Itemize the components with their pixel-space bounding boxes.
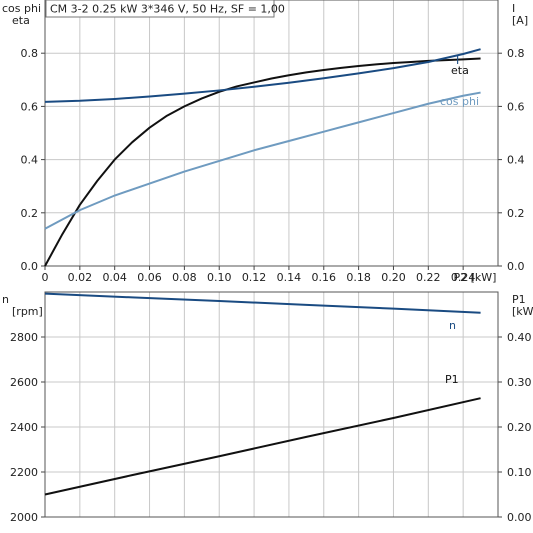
- top-x-tick-label: 0.10: [207, 271, 232, 284]
- top-left-tick-label: 0.2: [21, 207, 39, 220]
- top-left-tick-label: 0.6: [21, 100, 39, 113]
- top-left-axis-label: cos phi: [2, 2, 41, 15]
- bottom-left-axis-label: n: [2, 293, 9, 306]
- bottom-right-tick-label: 0.10: [507, 466, 532, 479]
- bottom-series-line-p1: [44, 397, 481, 496]
- top-right-axis-label: [A]: [512, 14, 528, 27]
- chart-header-text: CM 3-2 0.25 kW 3*346 V, 50 Hz, SF = 1,00: [50, 3, 285, 16]
- bottom-panel: 2000 2200 2400 2600 2800 0.00 0.10 0.20 0.30 0.40…: [2, 291, 533, 524]
- chart-header: CM 3-2 0.25 kW 3*346 V, 50 Hz, SF = 1,00: [45, 0, 285, 18]
- top-x-tick-label: 0.02: [68, 271, 93, 284]
- top-right-tick-label: 0.4: [507, 154, 525, 167]
- series-label-n: n: [449, 319, 456, 332]
- top-series-line-i: [44, 48, 481, 103]
- series-label-eta: eta: [451, 64, 469, 77]
- bottom-left-tick-label: 2200: [10, 466, 38, 479]
- top-x-tick-label: 0: [42, 271, 49, 284]
- top-right-tick-label: 0.8: [507, 47, 525, 60]
- bottom-right-axis-label: [kW]: [512, 305, 533, 318]
- top-right-tick-label: 0.0: [507, 260, 525, 273]
- top-x-tick-label: 0.18: [346, 271, 371, 284]
- top-right-axis-label: I: [512, 2, 515, 15]
- bottom-series-line-n: [44, 292, 481, 314]
- bottom-left-tick-label: 2600: [10, 376, 38, 389]
- top-x-tick-label: 0.08: [172, 271, 197, 284]
- bottom-left-axis-label: [rpm]: [12, 305, 43, 318]
- bottom-left-tick-label: 2800: [10, 331, 38, 344]
- top-x-tick-label: 0.16: [312, 271, 337, 284]
- top-x-tick-label: 0.20: [381, 271, 406, 284]
- top-series-line-eta: [44, 57, 481, 267]
- top-x-tick-label: 0.04: [102, 271, 127, 284]
- top-left-axis-label: eta: [12, 14, 30, 27]
- bottom-right-axis-label: P1: [512, 293, 526, 306]
- top-x-tick-label: 0.24: [451, 271, 476, 284]
- bottom-right-tick-label: 0.30: [507, 376, 532, 389]
- series-label-i: I: [456, 54, 459, 67]
- bottom-plot-frame: [44, 291, 499, 518]
- top-right-tick-label: 0.2: [507, 207, 525, 220]
- top-left-tick-label: 0.4: [21, 154, 39, 167]
- bottom-right-tick-label: 0.00: [507, 511, 532, 524]
- top-x-tick-label: 0.14: [277, 271, 302, 284]
- bottom-left-tick-label: 2000: [10, 511, 38, 524]
- top-x-tick-label: 0.06: [137, 271, 162, 284]
- chart-header-box: [45, 0, 275, 18]
- bottom-left-tick-label: 2400: [10, 421, 38, 434]
- top-x-axis-label: P2 [kW]: [454, 271, 497, 284]
- top-series-line-cos-phi: [44, 91, 481, 230]
- top-left-tick-label: 0.0: [21, 260, 39, 273]
- series-label-cos-phi: cos phi: [440, 95, 479, 108]
- series-label-p1: P1: [445, 373, 459, 386]
- top-x-tick-label: 0.12: [242, 271, 267, 284]
- top-plot-frame: [44, 0, 499, 267]
- bottom-right-tick-label: 0.20: [507, 421, 532, 434]
- top-left-tick-label: 0.8: [21, 47, 39, 60]
- top-x-tick-label: 0.22: [416, 271, 441, 284]
- top-right-tick-label: 0.6: [507, 100, 525, 113]
- bottom-right-tick-label: 0.40: [507, 331, 532, 344]
